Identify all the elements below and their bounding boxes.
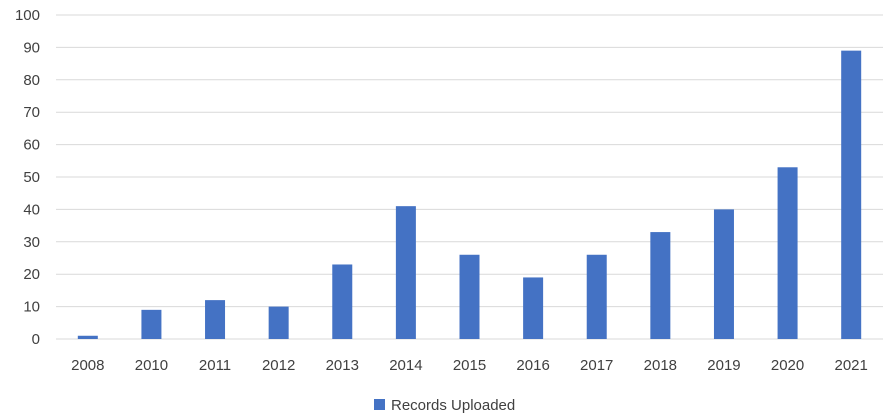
- x-tick-label: 2020: [771, 357, 804, 374]
- bar-2018: [650, 232, 671, 339]
- y-tick-label: 60: [23, 137, 40, 154]
- bar-2008: [77, 335, 98, 339]
- y-tick-label: 0: [32, 331, 40, 348]
- x-tick-label: 2010: [135, 357, 168, 374]
- x-tick-label: 2019: [707, 357, 740, 374]
- bar-2019: [713, 209, 734, 339]
- x-tick-label: 2011: [199, 357, 231, 374]
- bar-2012: [268, 306, 289, 339]
- x-tick-label: 2015: [453, 357, 486, 374]
- y-tick-label: 10: [23, 299, 40, 316]
- gridlines: [56, 14, 883, 340]
- y-tick-label: 30: [23, 234, 40, 251]
- y-axis-ticks: 0 10 20 30 40 50 60 70 80 90 100: [15, 7, 40, 348]
- y-tick-label: 40: [23, 201, 40, 218]
- y-tick-label: 100: [15, 7, 40, 24]
- legend: Records Uploaded: [374, 397, 515, 414]
- y-tick-label: 70: [23, 104, 40, 121]
- bar-2017: [586, 254, 607, 339]
- y-tick-label: 20: [23, 266, 40, 283]
- bar-2016: [523, 277, 544, 339]
- bar-2021: [841, 50, 862, 339]
- legend-label: Records Uploaded: [391, 397, 515, 414]
- y-tick-label: 90: [23, 39, 40, 56]
- x-tick-label: 2017: [580, 357, 613, 374]
- x-tick-label: 2016: [516, 357, 549, 374]
- bar-2015: [459, 254, 480, 339]
- bars: [77, 50, 862, 339]
- x-tick-label: 2012: [262, 357, 295, 374]
- y-tick-label: 80: [23, 72, 40, 89]
- bar-2014: [395, 206, 416, 339]
- bar-2011: [205, 300, 226, 339]
- x-tick-label: 2021: [835, 357, 868, 374]
- x-tick-label: 2018: [644, 357, 677, 374]
- y-tick-label: 50: [23, 169, 40, 186]
- legend-swatch: [374, 399, 385, 410]
- bar-2013: [332, 264, 353, 339]
- x-tick-label: 2014: [389, 357, 422, 374]
- bar-2010: [141, 309, 162, 339]
- x-axis-ticks: 2008 2010 2011 2012 2013 2014 2015 2016 2017 2018…: [71, 357, 868, 374]
- bar-2020: [777, 167, 798, 339]
- x-tick-label: 2008: [71, 357, 104, 374]
- x-tick-label: 2013: [326, 357, 359, 374]
